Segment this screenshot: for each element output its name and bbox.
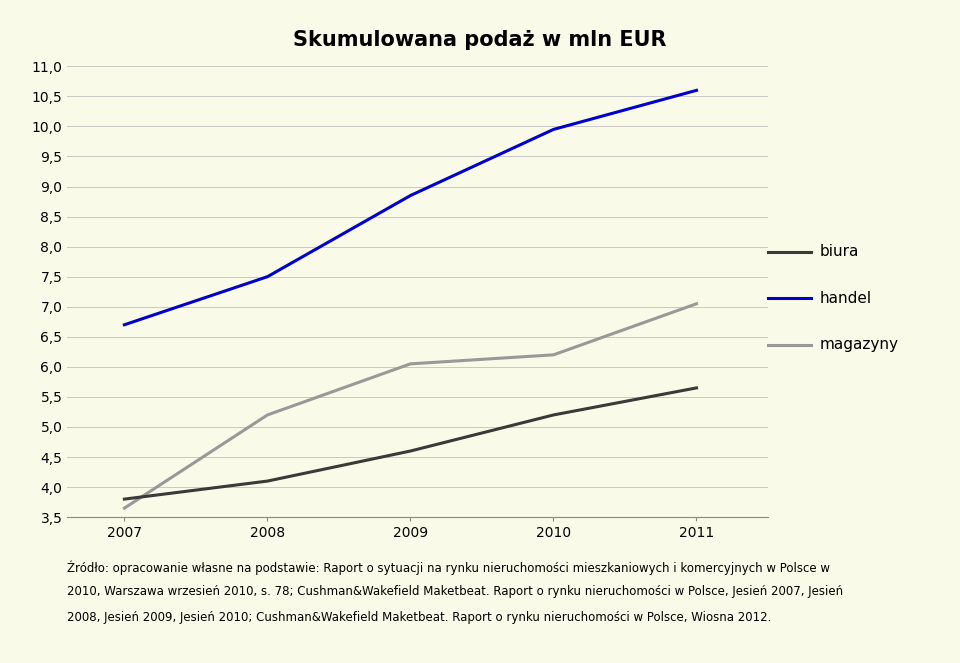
Text: Skumulowana podaż w mln EUR: Skumulowana podaż w mln EUR <box>293 30 667 50</box>
Text: Źródło: opracowanie własne na podstawie: Raport o sytuacji na rynku nieruchomośc: Źródło: opracowanie własne na podstawie:… <box>67 560 830 575</box>
Text: 2008, Jesień 2009, Jesień 2010; Cushman&Wakefield Maketbeat. Raport o rynku nier: 2008, Jesień 2009, Jesień 2010; Cushman&… <box>67 611 772 624</box>
Text: biura: biura <box>820 245 859 259</box>
Text: magazyny: magazyny <box>820 337 899 352</box>
Text: handel: handel <box>820 291 872 306</box>
Text: 2010, Warszawa wrzesień 2010, s. 78; Cushman&Wakefield Maketbeat. Raport o rynku: 2010, Warszawa wrzesień 2010, s. 78; Cus… <box>67 585 843 599</box>
